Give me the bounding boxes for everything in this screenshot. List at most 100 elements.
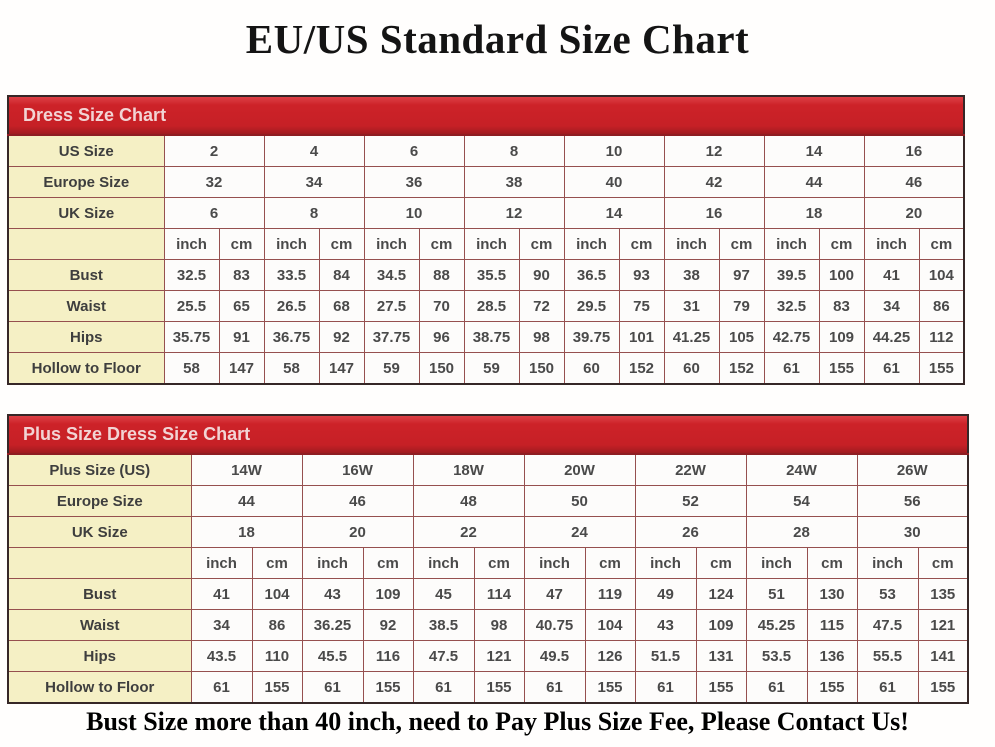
row-label: Waist bbox=[7, 290, 165, 322]
measure-cm-cell: 155 bbox=[917, 671, 969, 704]
size-cell: 22 bbox=[412, 516, 525, 548]
measure-cm-cell: 92 bbox=[318, 321, 365, 353]
measure-inch-cell: 61 bbox=[863, 352, 920, 385]
unit-cm-label: cm bbox=[695, 547, 747, 579]
unit-cm-label: cm bbox=[818, 228, 865, 260]
measure-inch-cell: 58 bbox=[263, 352, 320, 385]
measure-inch-cell: 47.5 bbox=[856, 609, 919, 641]
row-label: Bust bbox=[7, 259, 165, 291]
measure-inch-cell: 58 bbox=[163, 352, 220, 385]
unit-cm-label: cm bbox=[806, 547, 858, 579]
size-cell: 4 bbox=[263, 134, 365, 167]
unit-inch-label: inch bbox=[763, 228, 820, 260]
measure-inch-cell: 36.75 bbox=[263, 321, 320, 353]
unit-inch-label: inch bbox=[301, 547, 364, 579]
size-cell: 10 bbox=[563, 134, 665, 167]
size-cell: 56 bbox=[856, 485, 969, 517]
unit-cm-label: cm bbox=[917, 547, 969, 579]
size-cell: 46 bbox=[863, 166, 965, 198]
size-cell: 48 bbox=[412, 485, 525, 517]
table-row: inch cm inch cm inch cm inch cm inch cm inch cm inch… bbox=[7, 547, 969, 579]
unit-cm-label: cm bbox=[218, 228, 265, 260]
measure-cm-cell: 109 bbox=[695, 609, 747, 641]
measure-inch-cell: 60 bbox=[663, 352, 720, 385]
measure-cm-cell: 155 bbox=[695, 671, 747, 704]
table-row: Hollow to Floor 61 155 61 155 61 155 61 155 61 155… bbox=[7, 671, 969, 704]
size-cell: 44 bbox=[763, 166, 865, 198]
measure-cm-cell: 136 bbox=[806, 640, 858, 672]
measure-cm-cell: 131 bbox=[695, 640, 747, 672]
measure-inch-cell: 41 bbox=[863, 259, 920, 291]
unit-cm-label: cm bbox=[251, 547, 303, 579]
measure-cm-cell: 155 bbox=[473, 671, 525, 704]
measure-cm-cell: 75 bbox=[618, 290, 665, 322]
measure-inch-cell: 61 bbox=[412, 671, 475, 704]
measure-inch-cell: 35.75 bbox=[163, 321, 220, 353]
measure-cm-cell: 90 bbox=[518, 259, 565, 291]
table-title: Dress Size Chart bbox=[7, 95, 965, 136]
measure-inch-cell: 51.5 bbox=[634, 640, 697, 672]
measure-cm-cell: 109 bbox=[362, 578, 414, 610]
size-cell: 10 bbox=[363, 197, 465, 229]
row-label: Waist bbox=[7, 609, 192, 641]
measure-cm-cell: 150 bbox=[418, 352, 465, 385]
unit-inch-label: inch bbox=[463, 228, 520, 260]
plus-size-dress-size-chart-section: Plus Size Dress Size Chart Plus Size (US)… bbox=[7, 414, 995, 704]
unit-cm-label: cm bbox=[584, 547, 636, 579]
unit-inch-label: inch bbox=[563, 228, 620, 260]
table-row: Hollow to Floor 58 147 58 147 59 150 59 150 60 152… bbox=[7, 352, 965, 385]
measure-cm-cell: 96 bbox=[418, 321, 465, 353]
size-cell: 42 bbox=[663, 166, 765, 198]
size-cell: 52 bbox=[634, 485, 747, 517]
measure-inch-cell: 47 bbox=[523, 578, 586, 610]
table-row: Waist 25.5 65 26.5 68 27.5 70 28.5 72 29.5 75 31 79 3… bbox=[7, 290, 965, 322]
row-label: Hips bbox=[7, 321, 165, 353]
unit-cm-label: cm bbox=[918, 228, 965, 260]
unit-inch-label: inch bbox=[263, 228, 320, 260]
unit-inch-label: inch bbox=[663, 228, 720, 260]
size-cell: 40 bbox=[563, 166, 665, 198]
measure-inch-cell: 41 bbox=[190, 578, 253, 610]
measure-inch-cell: 32.5 bbox=[763, 290, 820, 322]
unit-inch-label: inch bbox=[412, 547, 475, 579]
unit-cm-label: cm bbox=[418, 228, 465, 260]
unit-cm-label: cm bbox=[718, 228, 765, 260]
size-cell: 12 bbox=[463, 197, 565, 229]
unit-inch-label: inch bbox=[163, 228, 220, 260]
measure-inch-cell: 33.5 bbox=[263, 259, 320, 291]
measure-cm-cell: 101 bbox=[618, 321, 665, 353]
table-row: Bust 32.5 83 33.5 84 34.5 88 35.5 90 36.5 93 38 97 39… bbox=[7, 259, 965, 291]
page-title: EU/US Standard Size Chart bbox=[245, 16, 750, 62]
table-row: UK Size 18 20 22 24 26 28 30 bbox=[7, 516, 969, 548]
measure-cm-cell: 110 bbox=[251, 640, 303, 672]
measure-cm-cell: 147 bbox=[218, 352, 265, 385]
measure-inch-cell: 32.5 bbox=[163, 259, 220, 291]
size-cell: 16W bbox=[301, 453, 414, 486]
measure-cm-cell: 141 bbox=[917, 640, 969, 672]
row-label: US Size bbox=[7, 134, 165, 167]
size-cell: 24 bbox=[523, 516, 636, 548]
measure-cm-cell: 119 bbox=[584, 578, 636, 610]
size-cell: 14 bbox=[763, 134, 865, 167]
measure-inch-cell: 61 bbox=[763, 352, 820, 385]
plus-size-dress-size-chart-table: Plus Size Dress Size Chart Plus Size (US)… bbox=[7, 414, 970, 704]
measure-cm-cell: 68 bbox=[318, 290, 365, 322]
size-cell: 16 bbox=[863, 134, 965, 167]
measure-cm-cell: 88 bbox=[418, 259, 465, 291]
measure-cm-cell: 155 bbox=[818, 352, 865, 385]
measure-inch-cell: 34 bbox=[863, 290, 920, 322]
measure-inch-cell: 55.5 bbox=[856, 640, 919, 672]
size-cell: 26W bbox=[856, 453, 969, 486]
size-cell: 18W bbox=[412, 453, 525, 486]
measure-inch-cell: 38.75 bbox=[463, 321, 520, 353]
measure-cm-cell: 152 bbox=[618, 352, 665, 385]
size-cell: 18 bbox=[763, 197, 865, 229]
measure-inch-cell: 53.5 bbox=[745, 640, 808, 672]
size-cell: 50 bbox=[523, 485, 636, 517]
measure-cm-cell: 72 bbox=[518, 290, 565, 322]
measure-cm-cell: 116 bbox=[362, 640, 414, 672]
measure-cm-cell: 65 bbox=[218, 290, 265, 322]
table-row: Europe Size 32 34 36 38 40 42 44 46 bbox=[7, 166, 965, 198]
unit-inch-label: inch bbox=[523, 547, 586, 579]
size-cell: 54 bbox=[745, 485, 858, 517]
